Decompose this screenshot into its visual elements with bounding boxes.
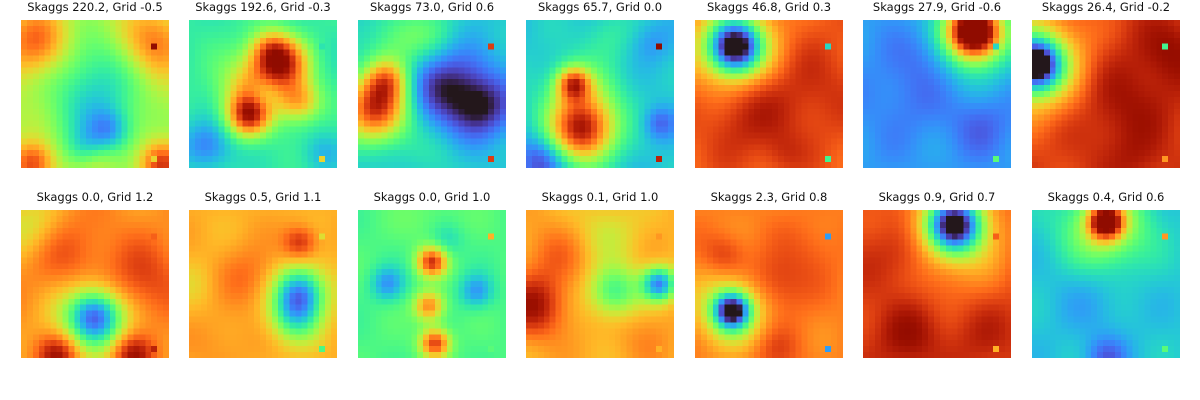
heatmap-panel: Skaggs 0.4, Grid 0.6: [1032, 190, 1180, 358]
panel-title: Skaggs 0.0, Grid 1.0: [373, 190, 491, 204]
heatmap-panel: Skaggs 65.7, Grid 0.0: [526, 0, 674, 168]
panel-title: Skaggs 0.0, Grid 1.2: [36, 190, 154, 204]
rate-map-heatmap: [21, 210, 169, 358]
panel-title: Skaggs 0.9, Grid 0.7: [878, 190, 996, 204]
heatmap-panel: Skaggs 192.6, Grid -0.3: [189, 0, 337, 168]
heatmap-panel: Skaggs 0.5, Grid 1.1: [189, 190, 337, 358]
heatmap-panel: Skaggs 73.0, Grid 0.6: [358, 0, 506, 168]
rate-map-heatmap: [21, 20, 169, 168]
rate-map-heatmap: [863, 20, 1011, 168]
rate-map-heatmap: [358, 20, 506, 168]
rate-map-heatmap: [695, 20, 843, 168]
heatmap-panel: Skaggs 27.9, Grid -0.6: [863, 0, 1011, 168]
heatmap-panel: Skaggs 0.9, Grid 0.7: [863, 190, 1011, 358]
panel-title: Skaggs 65.7, Grid 0.0: [537, 0, 663, 14]
heatmap-panel: Skaggs 220.2, Grid -0.5: [21, 0, 169, 168]
panel-title: Skaggs 0.4, Grid 0.6: [1047, 190, 1165, 204]
heatmap-panel: Skaggs 0.0, Grid 1.2: [21, 190, 169, 358]
panel-title: Skaggs 46.8, Grid 0.3: [706, 0, 832, 14]
heatmap-panel: Skaggs 0.1, Grid 1.0: [526, 190, 674, 358]
panel-title: Skaggs 192.6, Grid -0.3: [195, 0, 331, 14]
rate-map-heatmap: [526, 210, 674, 358]
panel-title: Skaggs 0.1, Grid 1.0: [541, 190, 659, 204]
heatmap-panel: Skaggs 0.0, Grid 1.0: [358, 190, 506, 358]
rate-map-heatmap: [189, 210, 337, 358]
rate-map-heatmap: [526, 20, 674, 168]
rate-map-heatmap: [358, 210, 506, 358]
rate-map-heatmap: [1032, 210, 1180, 358]
heatmap-panel: Skaggs 2.3, Grid 0.8: [695, 190, 843, 358]
heatmap-panel: Skaggs 46.8, Grid 0.3: [695, 0, 843, 168]
rate-map-heatmap: [863, 210, 1011, 358]
panel-title: Skaggs 73.0, Grid 0.6: [369, 0, 495, 14]
panel-title: Skaggs 220.2, Grid -0.5: [27, 0, 163, 14]
rate-map-heatmap: [1032, 20, 1180, 168]
rate-map-heatmap: [189, 20, 337, 168]
panel-title: Skaggs 0.5, Grid 1.1: [204, 190, 322, 204]
panel-title: Skaggs 27.9, Grid -0.6: [872, 0, 1002, 14]
panel-title: Skaggs 2.3, Grid 0.8: [710, 190, 828, 204]
panel-title: Skaggs 26.4, Grid -0.2: [1041, 0, 1171, 14]
rate-map-heatmap: [695, 210, 843, 358]
heatmap-panel: Skaggs 26.4, Grid -0.2: [1032, 0, 1180, 168]
